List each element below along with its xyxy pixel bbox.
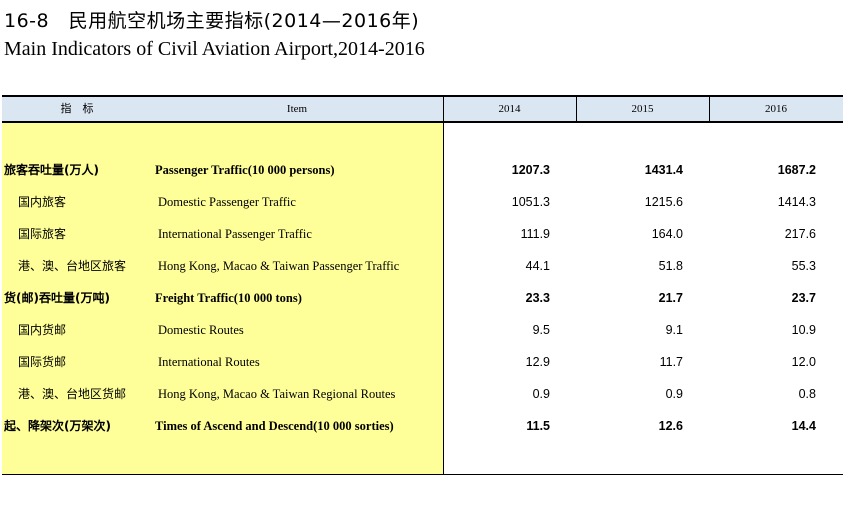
value-2016: 217.6 [784,227,816,241]
table-row: 旅客吞吐量(万人) Passenger Traffic(10 000 perso… [2,154,843,186]
table-row: 起、降架次(万架次) Times of Ascend and Descend(1… [2,410,843,442]
table-row: 货(邮)吞吐量(万吨) Freight Traffic(10 000 tons)… [2,282,843,314]
value-2014: 0.9 [532,387,550,401]
row-label-cn: 货(邮)吞吐量(万吨) [4,291,110,305]
row-label-cn: 国际货邮 [18,355,67,369]
header-year-2015: 2015 [631,103,654,115]
value-2016: 1687.2 [777,163,816,177]
column-divider [443,95,444,475]
value-2015: 51.8 [658,259,683,273]
value-2015: 9.1 [665,323,683,337]
header-item-en: Item [286,103,308,115]
value-2014: 23.3 [525,291,550,305]
value-2015: 1215.6 [644,195,683,209]
row-label-en: Passenger Traffic(10 000 persons) [155,163,335,177]
table-header: 指 标 Item 2014 2015 2016 [2,95,843,123]
value-2015: 11.7 [659,355,683,369]
header-year-2014: 2014 [498,103,521,115]
value-2015: 0.9 [665,387,683,401]
value-2016: 14.4 [791,419,816,433]
value-2014: 11.5 [526,419,550,433]
value-2014: 12.9 [525,355,550,369]
value-2016: 23.7 [791,291,816,305]
table-row: 国内旅客 Domestic Passenger Traffic 1051.3 1… [2,186,843,218]
header-year-2016: 2016 [765,103,787,115]
header-indicator-cn: 指 标 [60,103,94,115]
value-2016: 55.3 [791,259,816,273]
page-title-english: Main Indicators of Civil Aviation Airpor… [4,38,425,60]
column-divider [709,95,710,123]
row-label-en: Hong Kong, Macao & Taiwan Passenger Traf… [158,259,400,273]
table-row: 港、澳、台地区旅客 Hong Kong, Macao & Taiwan Pass… [2,250,843,282]
value-2014: 44.1 [525,259,550,273]
value-2015: 1431.4 [644,163,683,177]
value-2016: 0.8 [798,387,816,401]
value-2016: 1414.3 [777,195,816,209]
page-title-chinese: 16-8 民用航空机场主要指标(2014—2016年) [4,10,420,32]
value-2014: 111.9 [520,227,550,241]
table-bottom-border [2,474,843,475]
row-label-cn: 港、澳、台地区旅客 [18,259,127,273]
row-label-en: Domestic Routes [158,323,244,337]
row-label-en: International Routes [158,355,260,369]
column-divider [576,95,577,123]
value-2015: 21.7 [658,291,683,305]
row-label-cn: 国际旅客 [18,227,67,241]
row-label-cn: 国内旅客 [18,195,67,209]
row-label-cn: 港、澳、台地区货邮 [18,387,127,401]
row-label-cn: 起、降架次(万架次) [4,419,111,433]
row-label-en: Times of Ascend and Descend(10 000 sorti… [155,419,394,433]
table-row: 国际货邮 International Routes 12.9 11.7 12.0 [2,346,843,378]
row-label-en: Freight Traffic(10 000 tons) [155,291,302,305]
value-2016: 12.0 [791,355,816,369]
table-row: 国际旅客 International Passenger Traffic 111… [2,218,843,250]
row-label-cn: 国内货邮 [18,323,67,337]
value-2014: 1207.3 [511,163,550,177]
value-2015: 164.0 [651,227,683,241]
table-row: 港、澳、台地区货邮 Hong Kong, Macao & Taiwan Regi… [2,378,843,410]
table-row: 国内货邮 Domestic Routes 9.5 9.1 10.9 [2,314,843,346]
indicators-table: 指 标 Item 2014 2015 2016 旅客吞吐量(万人) Passen… [2,95,843,475]
value-2016: 10.9 [791,323,816,337]
row-label-en: Domestic Passenger Traffic [158,195,296,209]
row-label-en: International Passenger Traffic [158,227,312,241]
item-column-highlight [2,123,443,475]
value-2015: 12.6 [658,419,683,433]
value-2014: 9.5 [532,323,550,337]
value-2014: 1051.3 [511,195,550,209]
row-label-cn: 旅客吞吐量(万人) [4,163,99,177]
row-label-en: Hong Kong, Macao & Taiwan Regional Route… [158,387,396,401]
